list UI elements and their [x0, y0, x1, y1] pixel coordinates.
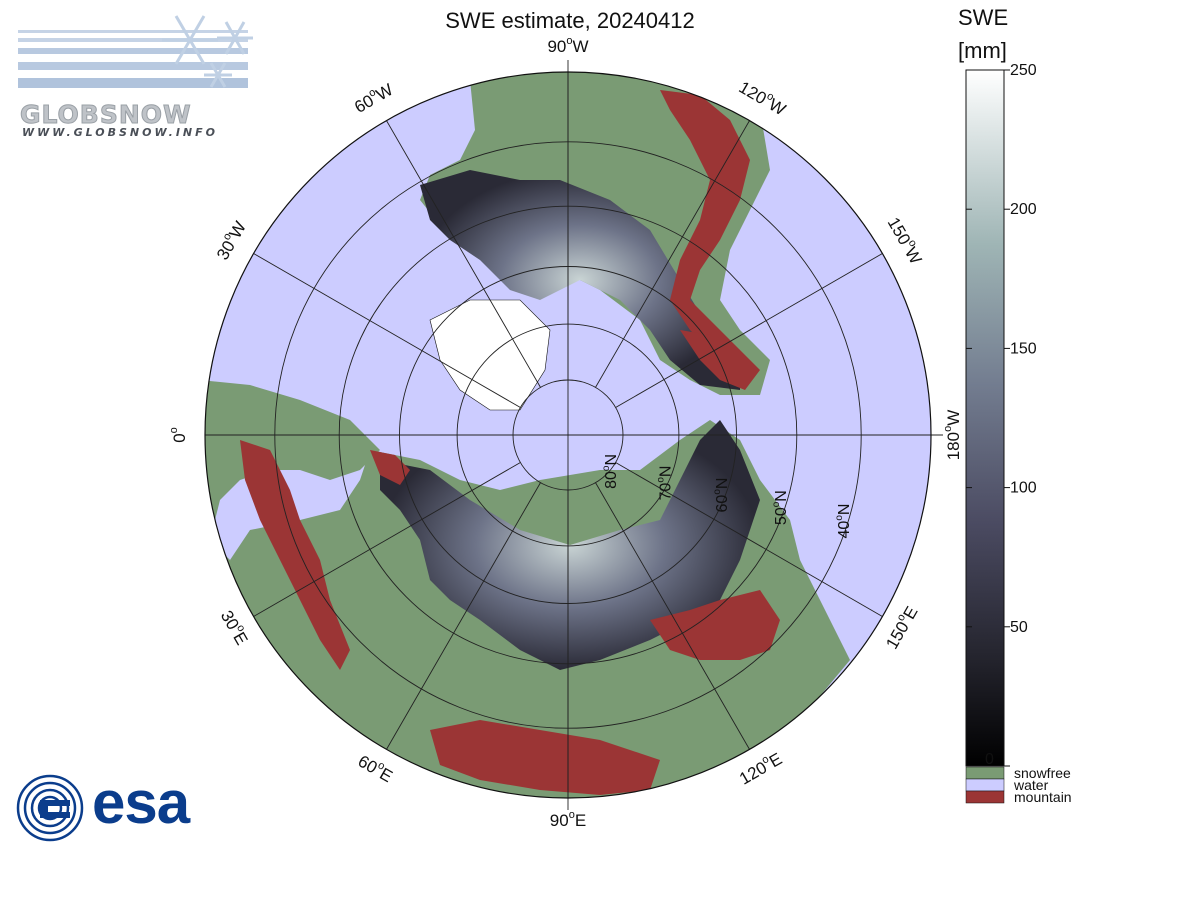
colorbar-tick-label: 150 — [1010, 340, 1037, 357]
meridian — [386, 120, 541, 388]
mountain-rockies — [660, 90, 750, 360]
legend-label-water: water — [1013, 777, 1049, 793]
meridian — [386, 482, 541, 750]
lon-label-e90: 90oE — [550, 809, 586, 831]
globsnow-url: WWW.GLOBSNOW.INFO — [22, 126, 219, 139]
snow-cover-north-america — [420, 170, 740, 390]
lon-label-w30: 30oW — [211, 217, 250, 263]
globsnow-stripes — [18, 30, 248, 88]
lon-label-w60: 60oW — [350, 78, 396, 117]
esa-emblem-e-icon — [40, 800, 70, 818]
globsnow-logo — [18, 15, 253, 88]
meridian — [253, 462, 521, 617]
lat-label-n70: 70oN — [655, 466, 675, 501]
colorbar-title-line1: SWE — [958, 5, 1009, 30]
legend-label-mountain: mountain — [1014, 789, 1072, 805]
meridian — [615, 253, 883, 408]
mountain-alaska — [680, 330, 760, 390]
legend-swatch-water — [965, 778, 1005, 792]
meridian — [595, 482, 750, 750]
legend-swatch-snowfree — [965, 766, 1005, 780]
esa-emblem-icon — [16, 774, 84, 842]
globsnow-wordmark: GLOBSNOW — [20, 100, 192, 130]
mountain-scandinavia — [370, 450, 410, 485]
meridian — [595, 120, 750, 388]
map-border — [204, 71, 932, 799]
latitude-labels: 80oN 70oN 60oN 50oN 40oN — [600, 454, 853, 539]
lon-label-zero: 0o — [168, 427, 190, 443]
colorbar-ticks: 250 200 150 100 50 0 — [966, 62, 1037, 768]
lat-label-n40: 40oN — [833, 504, 853, 539]
colorbar-tick-label: 100 — [1010, 480, 1037, 497]
esa-logo — [16, 774, 84, 842]
colorbar-gradient — [965, 69, 1005, 767]
meridian — [615, 462, 883, 617]
lat-label-n80: 80oN — [600, 454, 620, 489]
lon-label-w150: 150oW — [883, 213, 927, 268]
lat-label-n60: 60oN — [711, 478, 731, 513]
legend-label-snowfree: snowfree — [1014, 765, 1071, 781]
snow-cover-eurasia — [380, 420, 760, 670]
snowflake-icon — [162, 15, 253, 88]
esa-wordmark: esa — [92, 769, 190, 836]
lon-label-e60: 60oE — [355, 750, 397, 787]
lon-label-w90: 90oW — [547, 35, 588, 57]
colorbar-tick-label: 0 — [985, 751, 994, 768]
lon-label-w120: 120oW — [735, 76, 790, 120]
mountain-europe — [240, 440, 350, 670]
colorbar-tick-label: 250 — [1010, 62, 1037, 79]
colorbar-title-line2: [mm] — [958, 38, 1007, 63]
landmass-greenland — [429, 299, 551, 411]
map-title: SWE estimate, 20240412 — [445, 8, 695, 33]
graticule — [205, 60, 943, 810]
mountain-east-siberia — [650, 590, 780, 660]
lon-label-w180: 180oW — [942, 410, 964, 461]
lon-label-e30: 30oE — [216, 606, 253, 648]
lat-label-n50: 50oN — [770, 490, 790, 525]
colorbar-tick-label: 200 — [1010, 201, 1037, 218]
legend-swatch-mountain — [965, 790, 1005, 804]
mountain-central-asia — [430, 720, 660, 795]
meridian — [253, 253, 521, 408]
colorbar-tick-label: 50 — [1010, 619, 1028, 636]
